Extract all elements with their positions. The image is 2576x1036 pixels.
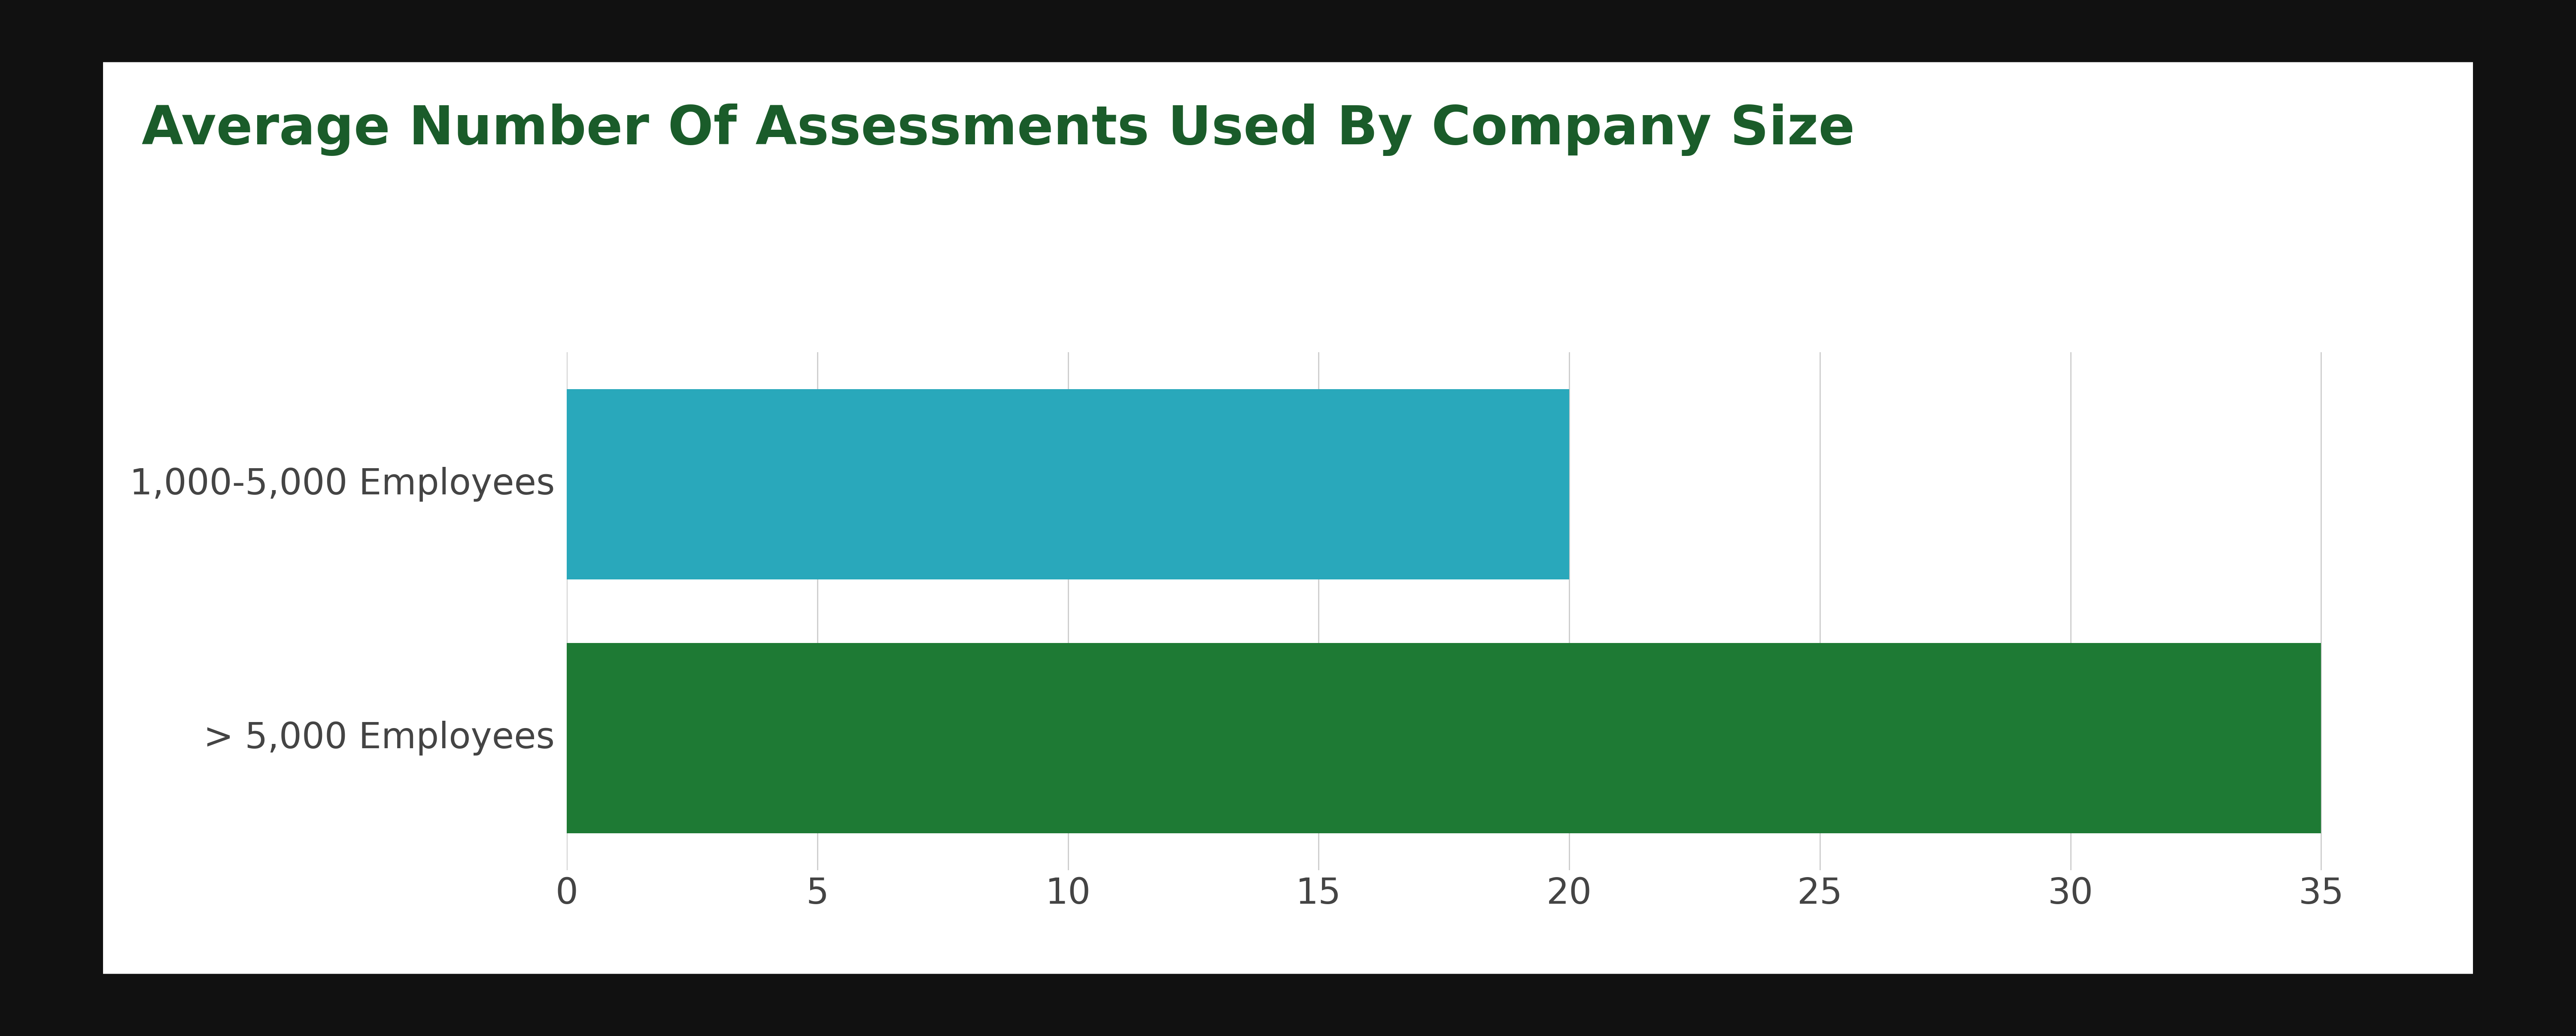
FancyBboxPatch shape — [103, 62, 2473, 974]
Bar — [567, 390, 1569, 579]
Text: Average Number Of Assessments Used By Company Size: Average Number Of Assessments Used By Co… — [142, 104, 1855, 156]
Bar — [567, 643, 2321, 833]
